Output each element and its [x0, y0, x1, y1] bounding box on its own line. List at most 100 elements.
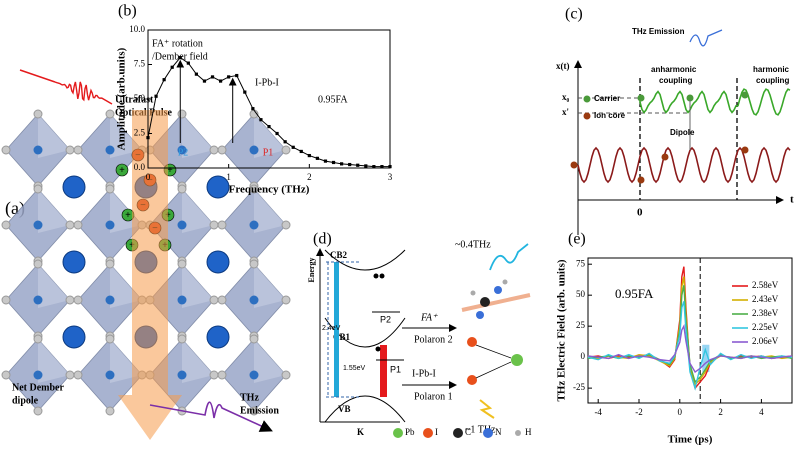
- atom: [494, 286, 502, 294]
- emission-label: THz: [240, 392, 259, 403]
- x-site: [65, 370, 75, 380]
- annotation: I-Pb-I: [255, 77, 279, 88]
- data-point: [307, 153, 311, 158]
- octahedron-face: [254, 189, 286, 233]
- x-site: [73, 145, 83, 155]
- x-tick-label: 2: [307, 172, 312, 182]
- data-point: [194, 72, 198, 76]
- charge: [115, 163, 129, 177]
- legend-label: Ion core: [594, 111, 626, 120]
- data-point: [259, 118, 263, 122]
- gap-label: 2.4eV: [322, 325, 341, 332]
- band-label: CB2: [330, 250, 348, 260]
- x-site: [33, 334, 43, 344]
- octahedron-face: [38, 264, 70, 308]
- bond: [475, 361, 512, 379]
- annotation: /Dember field: [152, 51, 208, 62]
- a-site: [206, 175, 230, 199]
- k-label: K: [357, 427, 364, 437]
- panel-c: (c) THz Emission x(t) t 0 x₀ x' Carrier …: [556, 6, 794, 235]
- x-site: [65, 145, 75, 155]
- x1-label: x': [562, 107, 569, 117]
- atom-legend: Pb I C N H: [393, 427, 532, 438]
- thz-bolt: [479, 399, 495, 419]
- carrier-dot: [741, 91, 749, 99]
- y-tick-label: 75: [576, 258, 586, 268]
- molecule-axis: [461, 293, 531, 312]
- x-axis-label: Frequency (THz): [229, 184, 310, 196]
- carrier: [373, 273, 379, 279]
- atom: [467, 337, 477, 347]
- x-site: [249, 406, 259, 416]
- a-site: [206, 325, 230, 349]
- ion-dot: [570, 161, 578, 169]
- x-tick-label: 2: [718, 407, 723, 417]
- data-point: [340, 162, 344, 166]
- coupling-label: anharmonic: [651, 65, 697, 74]
- band: [324, 317, 406, 348]
- data-point: [283, 140, 287, 144]
- polaron-label: Polaron 1: [414, 391, 453, 402]
- data-point: [267, 125, 271, 129]
- panel-label: (c): [565, 6, 583, 23]
- x-site: [177, 184, 187, 194]
- y-tick-label: 2.5: [134, 128, 146, 138]
- atom-label: H: [525, 427, 532, 437]
- octahedron-face: [38, 114, 70, 158]
- x-site: [177, 259, 187, 269]
- b-site: [177, 220, 187, 230]
- gap-label: 1.55eV: [343, 365, 366, 372]
- atom-swatch: [515, 430, 521, 436]
- data-point: [299, 149, 303, 154]
- x-site: [65, 295, 75, 305]
- freq-label: ~1 THz: [465, 424, 496, 435]
- data-point: [178, 56, 182, 60]
- x-site: [177, 109, 187, 119]
- pulse-wave: [54, 81, 113, 105]
- carrier-dot: [637, 94, 645, 102]
- data-point: [251, 107, 255, 111]
- bond: [475, 344, 512, 359]
- emission-wave: [689, 29, 723, 47]
- data-point: [202, 79, 207, 83]
- peak-label: P2: [380, 314, 391, 324]
- x-site: [177, 334, 187, 344]
- x-site: [249, 334, 259, 344]
- y-tick-label: 25: [576, 320, 586, 330]
- atom-swatch: [423, 428, 433, 438]
- octahedron-face: [182, 189, 214, 233]
- x-site: [281, 370, 291, 380]
- data-point: [356, 163, 360, 167]
- panel-label: (d): [313, 231, 332, 248]
- legend-label: 2.58eV: [752, 280, 779, 290]
- transition-bar: [380, 345, 387, 397]
- charge-sign: +: [167, 165, 173, 176]
- data-point: [154, 94, 158, 98]
- atom-swatch: [453, 428, 463, 438]
- b-site: [33, 295, 43, 305]
- ion-dot: [661, 153, 669, 161]
- annotation: P1: [263, 147, 274, 158]
- atom: [470, 290, 476, 296]
- emission-label: Emission: [240, 405, 279, 416]
- ion-dot: [583, 112, 591, 120]
- x-site: [73, 295, 83, 305]
- x-site: [209, 295, 219, 305]
- freq-label: ~0.4THz: [455, 239, 491, 250]
- emission-title: THz Emission: [632, 27, 685, 36]
- b-site: [249, 295, 259, 305]
- data-point: [243, 90, 247, 94]
- x-site: [217, 370, 227, 380]
- panel-label: (e): [568, 231, 586, 248]
- x-tick-label: 1: [226, 172, 231, 182]
- data-point: [372, 165, 376, 169]
- x-site: [73, 220, 83, 230]
- annotation: FA⁺ rotation: [152, 38, 203, 49]
- data-point: [331, 160, 336, 165]
- charge-sign: +: [119, 165, 125, 176]
- b-site: [177, 295, 187, 305]
- coupling-label: coupling: [659, 76, 692, 85]
- y-tick-label: -25: [573, 382, 585, 392]
- data-point: [388, 165, 392, 169]
- data-point: [210, 75, 215, 79]
